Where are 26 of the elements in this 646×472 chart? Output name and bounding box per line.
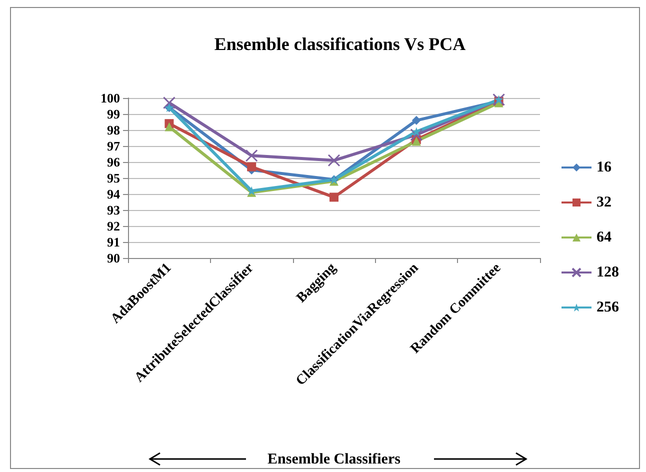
point	[328, 154, 340, 167]
legend-label: 32	[596, 194, 612, 210]
point	[330, 192, 338, 202]
point	[247, 162, 256, 172]
legend-label: 256	[596, 300, 620, 316]
point	[412, 116, 421, 125]
y-tick-label: 91	[107, 234, 120, 250]
y-tick-label: 97	[107, 138, 120, 154]
point	[245, 149, 258, 162]
point	[162, 96, 176, 110]
x-axis-title: Ensemble Classifiers	[268, 452, 401, 468]
y-tick-label: 98	[107, 122, 120, 138]
legend-label: 128	[596, 264, 619, 280]
y-tick-label: 94	[107, 186, 120, 202]
chart-title: Ensemble classifications Vs PCA	[214, 34, 466, 54]
legend-label: 16	[596, 160, 612, 176]
point	[412, 127, 421, 136]
y-tick-label: 92	[107, 218, 120, 234]
y-tick-label: 100	[100, 90, 120, 106]
y-tick-label: 96	[107, 154, 120, 170]
legend-label: 64	[596, 230, 612, 246]
y-tick-label: 99	[107, 106, 120, 122]
point	[410, 128, 423, 142]
y-tick-label: 90	[107, 250, 120, 266]
y-tick-label: 95	[107, 170, 120, 186]
y-tick-label: 93	[107, 202, 120, 218]
